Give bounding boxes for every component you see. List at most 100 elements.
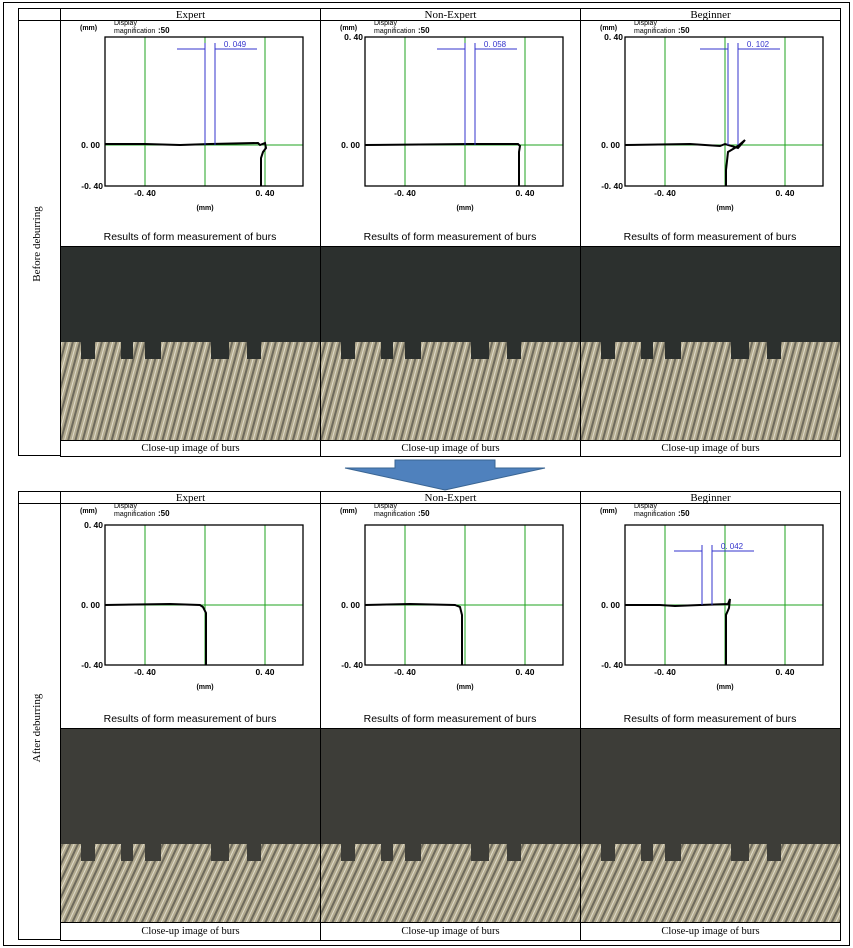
notch — [601, 341, 615, 359]
photo-caption: Close-up image of burs — [320, 922, 581, 941]
profile-line — [365, 604, 462, 665]
background — [321, 247, 580, 342]
close-up-photo — [581, 247, 840, 440]
x-tick-label: -0. 40 — [654, 188, 676, 198]
y-tick-label: 0. 00 — [81, 140, 100, 150]
y-tick-label: -0. 40 — [81, 660, 103, 670]
magnification-value: :50 — [158, 26, 170, 35]
notch — [471, 843, 489, 861]
notch — [665, 843, 681, 861]
magnification-value: :50 — [678, 26, 690, 35]
y-unit: (mm) — [340, 508, 357, 515]
notch — [341, 341, 355, 359]
y-tick-label: 0. 40 — [604, 32, 623, 42]
photo-caption: Close-up image of burs — [580, 440, 841, 457]
close-up-photo — [61, 247, 320, 440]
notch — [767, 341, 781, 359]
x-tick-label: 0. 40 — [776, 667, 795, 677]
notch — [381, 341, 393, 359]
y-tick-label: 0. 00 — [341, 600, 360, 610]
magnification-label: magnification — [634, 511, 675, 518]
magnification-label: magnification — [114, 511, 155, 518]
x-unit: (mm) — [716, 684, 733, 691]
close-up-photo — [61, 729, 320, 922]
photo-caption: Close-up image of burs — [580, 922, 841, 941]
display-label: Display — [114, 503, 137, 510]
plot-frame — [365, 37, 563, 186]
close-up-photo — [321, 247, 580, 440]
x-tick-label: -0. 40 — [134, 188, 156, 198]
x-tick-label: 0. 40 — [516, 667, 535, 677]
notch — [731, 341, 749, 359]
y-tick-label: 0. 00 — [601, 140, 620, 150]
x-unit: (mm) — [456, 684, 473, 691]
x-unit: (mm) — [196, 684, 213, 691]
photo-caption: Close-up image of burs — [60, 440, 321, 457]
notch — [641, 341, 653, 359]
notch — [145, 341, 161, 359]
notch — [341, 843, 355, 861]
profile-line — [625, 599, 730, 665]
notch — [247, 843, 261, 861]
notch — [405, 843, 421, 861]
x-tick-label: 0. 40 — [516, 188, 535, 198]
notch — [405, 341, 421, 359]
profile-line — [105, 604, 206, 665]
plot-frame — [105, 525, 303, 665]
display-label: Display — [374, 503, 397, 510]
chart-caption: Results of form measurement of burs — [104, 713, 277, 725]
y-tick-label: 0. 40 — [344, 32, 363, 42]
profile-line — [625, 140, 745, 186]
side-label: After deburring — [31, 668, 45, 788]
y-tick-label: -0. 40 — [601, 660, 623, 670]
notch — [81, 843, 95, 861]
header-cell — [18, 491, 61, 504]
x-tick-label: 0. 40 — [256, 188, 275, 198]
photo-caption: Close-up image of burs — [60, 922, 321, 941]
plot-frame — [625, 37, 823, 186]
background — [321, 729, 580, 844]
notch — [381, 843, 393, 861]
notch — [211, 341, 229, 359]
arrow — [340, 459, 550, 491]
header-cell — [18, 8, 61, 21]
notch — [731, 843, 749, 861]
y-tick-label: 0. 00 — [341, 140, 360, 150]
y-tick-label: -0. 40 — [341, 660, 363, 670]
magnification-label: magnification — [374, 28, 415, 35]
y-unit: (mm) — [600, 508, 617, 515]
notch — [641, 843, 653, 861]
y-unit: (mm) — [340, 25, 357, 32]
form-chart: (mm)Displaymagnification:500. 00-0. 40-0… — [320, 503, 580, 728]
form-chart: (mm)Displaymagnification:500. 00-0. 40-0… — [60, 20, 320, 246]
profile-line — [105, 143, 266, 186]
x-unit: (mm) — [716, 205, 733, 212]
close-up-photo — [581, 729, 840, 922]
notch — [81, 341, 95, 359]
background — [61, 729, 320, 844]
measure-value: 0. 042 — [721, 542, 744, 551]
background — [61, 247, 320, 342]
y-tick-label: 0. 00 — [601, 600, 620, 610]
notch — [211, 843, 229, 861]
plot-frame — [105, 37, 303, 186]
y-tick-label: 0. 00 — [81, 600, 100, 610]
y-tick-label: -0. 40 — [81, 181, 103, 191]
chart-caption: Results of form measurement of burs — [364, 713, 537, 725]
background — [581, 247, 840, 342]
x-tick-label: -0. 40 — [654, 667, 676, 677]
display-label: Display — [374, 20, 397, 27]
x-tick-label: 0. 40 — [776, 188, 795, 198]
measure-value: 0. 049 — [224, 40, 247, 49]
x-tick-label: -0. 40 — [394, 667, 416, 677]
background — [581, 729, 840, 844]
notch — [471, 341, 489, 359]
notch — [767, 843, 781, 861]
magnification-label: magnification — [634, 28, 675, 35]
display-label: Display — [114, 20, 137, 27]
notch — [507, 341, 521, 359]
